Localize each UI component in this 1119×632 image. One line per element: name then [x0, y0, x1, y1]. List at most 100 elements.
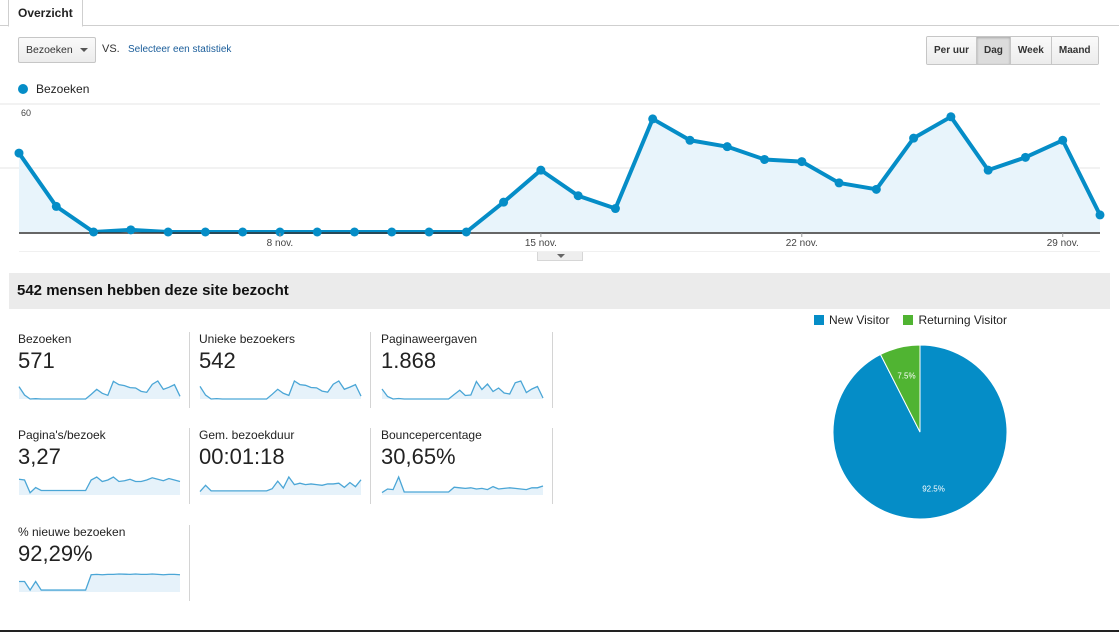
legend-item-new-visitor[interactable]: New Visitor [814, 313, 889, 327]
data-point[interactable] [685, 135, 695, 145]
pie-slice[interactable] [879, 344, 921, 433]
metric-value: 542 [199, 348, 236, 373]
legend-swatch-icon [903, 315, 914, 325]
pie-legend: New Visitor Returning Visitor [814, 313, 1021, 327]
legend-label: Returning Visitor [918, 313, 1007, 327]
legend-label: New Visitor [829, 313, 890, 327]
granularity-toggle: Per uur Dag Week Maand [926, 36, 1099, 65]
metric-tile[interactable]: Pagina's/bezoek 3,27 [18, 428, 190, 504]
sparkline-line [18, 476, 181, 494]
sparkline-area [382, 477, 543, 495]
maand-button[interactable]: Maand [1050, 37, 1098, 64]
metric-label: Gem. bezoekduur [199, 428, 295, 442]
data-point[interactable] [946, 112, 956, 122]
data-point[interactable] [871, 184, 881, 194]
x-tick-label: 15 nov. [525, 238, 557, 249]
sparkline [18, 476, 181, 495]
metric-label: Pagina's/bezoek [18, 428, 106, 442]
data-point[interactable] [51, 201, 61, 211]
legend-item-returning-visitor[interactable]: Returning Visitor [903, 313, 1007, 327]
data-point[interactable] [14, 148, 24, 158]
sparkline [381, 380, 544, 400]
chevron-down-icon [80, 48, 88, 52]
data-point[interactable] [424, 227, 434, 237]
compare-metric-link[interactable]: Selecteer een statistiek [128, 44, 232, 55]
sparkline [18, 380, 181, 400]
metric-tile[interactable]: Paginaweergaven 1.868 [381, 332, 553, 408]
sparkline-area [19, 574, 180, 592]
data-point[interactable] [760, 154, 770, 164]
data-point[interactable] [387, 227, 397, 237]
sparkline-line [19, 573, 181, 592]
data-point[interactable] [1020, 152, 1030, 162]
data-point[interactable] [89, 227, 99, 237]
dag-button[interactable]: Dag [976, 37, 1010, 64]
legend-dot-icon [18, 84, 28, 94]
y-tick-label: 60 [21, 108, 31, 118]
x-tick-label: 29 nov. [1047, 238, 1079, 249]
data-point[interactable] [797, 157, 807, 167]
metric-tile[interactable]: Bezoeken 571 [18, 332, 190, 408]
sparkline-area [200, 381, 361, 399]
data-point[interactable] [536, 165, 546, 175]
sparkline-area [382, 381, 543, 399]
data-point[interactable] [1095, 210, 1105, 220]
sparkline-line [199, 380, 362, 400]
data-point[interactable] [238, 227, 248, 237]
metric-value: 1.868 [381, 348, 437, 373]
metric-value: 30,65% [381, 444, 456, 469]
data-point[interactable] [722, 142, 732, 152]
data-point[interactable] [200, 227, 210, 237]
data-point[interactable] [610, 204, 620, 214]
metric-value: 00:01:18 [199, 444, 285, 469]
data-point[interactable] [126, 225, 136, 235]
data-point[interactable] [573, 191, 583, 201]
metric-dropdown[interactable]: Bezoeken [18, 37, 96, 63]
metric-value: 3,27 [18, 444, 61, 469]
sparkline [199, 380, 362, 400]
metric-dropdown-label: Bezoeken [26, 44, 73, 56]
data-point[interactable] [349, 227, 359, 237]
legend-series-label: Bezoeken [36, 82, 90, 96]
divider [0, 630, 1119, 632]
metric-label: Paginaweergaven [381, 332, 478, 346]
metric-tile[interactable]: % nieuwe bezoeken 92,29% [18, 525, 190, 601]
metric-label: Unieke bezoekers [199, 332, 296, 346]
per-uur-button[interactable]: Per uur [927, 37, 977, 64]
data-point[interactable] [312, 227, 322, 237]
metric-value: 92,29% [18, 541, 93, 566]
series-area [19, 116, 1100, 232]
sparkline [381, 475, 544, 495]
metric-tile[interactable]: Unieke bezoekers 542 [199, 332, 371, 408]
metric-tile[interactable]: Bouncepercentage 30,65% [381, 428, 553, 504]
vs-label: VS. [102, 43, 120, 55]
visits-line-chart[interactable]: 60308 nov.15 nov.22 nov.29 nov. [0, 100, 1119, 252]
pie-slice-label: 7.5% [897, 372, 915, 381]
tab-bar: Overzicht [0, 0, 1119, 27]
metric-tile[interactable]: Gem. bezoekduur 00:01:18 [199, 428, 371, 504]
metric-label: % nieuwe bezoeken [18, 525, 126, 539]
sparkline [199, 475, 362, 495]
sparkline-area [19, 381, 180, 399]
metric-label: Bouncepercentage [381, 428, 482, 442]
data-point[interactable] [499, 197, 509, 207]
metric-label: Bezoeken [18, 332, 72, 346]
visitor-type-pie-chart[interactable]: 92.5% 7.5% [830, 342, 1010, 522]
chart-collapse-toggle[interactable] [537, 252, 583, 261]
data-point[interactable] [834, 178, 844, 188]
data-point[interactable] [1058, 135, 1068, 145]
data-point[interactable] [275, 227, 285, 237]
x-tick-label: 22 nov. [786, 238, 818, 249]
data-point[interactable] [648, 114, 658, 124]
legend-swatch-icon [814, 315, 824, 325]
tab-overzicht[interactable]: Overzicht [8, 0, 83, 27]
data-point[interactable] [909, 133, 919, 143]
data-point[interactable] [983, 165, 993, 175]
sparkline-line [199, 475, 362, 492]
data-point[interactable] [163, 227, 173, 237]
data-point[interactable] [461, 227, 471, 237]
metric-value: 571 [18, 348, 55, 373]
sparkline-line [381, 380, 544, 400]
sparkline [19, 573, 181, 592]
week-button[interactable]: Week [1009, 37, 1051, 64]
